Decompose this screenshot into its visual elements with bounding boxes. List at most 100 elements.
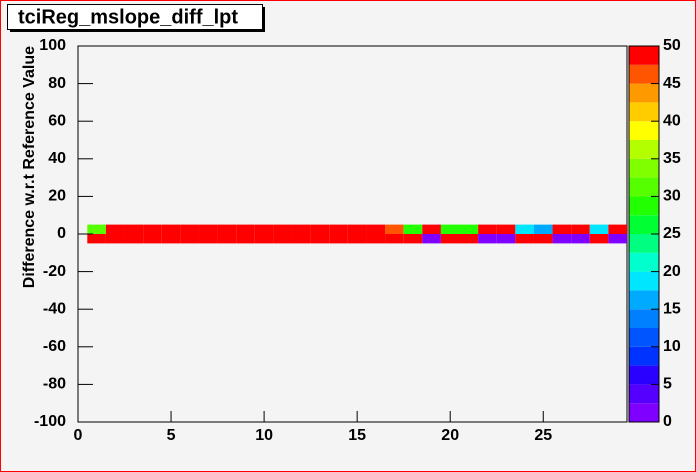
heatmap-cell — [347, 224, 367, 234]
heatmap-cell — [589, 234, 609, 244]
y-tick-label: -60 — [43, 338, 66, 355]
color-band — [629, 252, 659, 272]
z-tick-label: 25 — [663, 225, 681, 242]
color-band — [629, 196, 659, 216]
heatmap-cell — [440, 234, 460, 244]
chart-title: tciReg_mslope_diff_lpt — [18, 6, 238, 28]
color-band — [629, 121, 659, 140]
z-tick-label: 45 — [663, 75, 681, 92]
heatmap-cell — [292, 234, 311, 244]
color-band — [629, 215, 659, 234]
color-band — [629, 403, 659, 422]
heatmap-cell — [273, 224, 293, 234]
x-tick-label: 15 — [348, 427, 366, 444]
heatmap-cell — [496, 234, 516, 244]
heatmap-cell — [273, 234, 293, 244]
z-tick-label: 10 — [663, 338, 681, 355]
heatmap-cell — [366, 234, 386, 244]
z-tick-label: 15 — [663, 300, 681, 317]
heatmap-cell — [124, 234, 144, 244]
heatmap-cell — [478, 234, 497, 244]
y-tick-label: -40 — [43, 300, 66, 317]
heatmap-cell — [143, 234, 162, 244]
color-band — [629, 102, 659, 122]
heatmap-cell — [403, 234, 423, 244]
y-tick-label: 100 — [39, 37, 66, 54]
y-tick-label: 80 — [48, 75, 66, 92]
color-band — [629, 158, 659, 178]
heatmap-cell — [180, 234, 199, 244]
color-band — [629, 384, 659, 404]
heatmap-cell — [422, 234, 441, 244]
z-tick-label: 20 — [663, 263, 681, 280]
heatmap-cell — [87, 234, 106, 244]
color-band — [629, 328, 659, 347]
x-tick-label: 5 — [167, 427, 176, 444]
y-tick-label: 60 — [48, 112, 66, 129]
color-band — [629, 83, 659, 103]
heatmap-cell — [608, 234, 627, 244]
color-band — [629, 365, 659, 385]
y-tick-label: 20 — [48, 188, 66, 205]
color-band — [629, 346, 659, 366]
z-tick-label: 35 — [663, 150, 681, 167]
heatmap-cell — [515, 224, 534, 234]
heatmap-cell — [105, 234, 125, 244]
heatmap-cell — [143, 224, 162, 234]
heatmap-cell — [217, 234, 237, 244]
heatmap-cell — [533, 234, 553, 244]
heatmap-cell — [161, 234, 181, 244]
z-tick-label: 50 — [663, 37, 681, 54]
color-band — [629, 271, 659, 291]
heatmap-cell — [552, 224, 572, 234]
color-band — [629, 309, 659, 328]
heatmap-cell — [366, 224, 386, 234]
heatmap-cell — [105, 224, 125, 234]
heatmap-cell — [571, 234, 590, 244]
heatmap-cell — [440, 224, 460, 234]
heatmap-cell — [254, 234, 274, 244]
z-tick-label: 30 — [663, 188, 681, 205]
heatmap-cell — [385, 234, 404, 244]
y-tick-label: -100 — [34, 413, 66, 430]
color-band — [629, 290, 659, 310]
heatmap-cell — [515, 234, 534, 244]
color-band — [629, 64, 659, 84]
heatmap-cell — [254, 224, 274, 234]
heatmap-cell — [347, 234, 367, 244]
heatmap-cell — [422, 224, 441, 234]
heatmap-cell — [385, 224, 404, 234]
x-tick-label: 10 — [255, 427, 273, 444]
heatmap-cell — [533, 224, 553, 234]
x-tick-label: 25 — [534, 427, 552, 444]
heatmap-cell — [571, 224, 590, 234]
color-band — [629, 46, 659, 65]
heatmap-cell — [236, 234, 255, 244]
heatmap-cell — [236, 224, 255, 234]
heatmap-cell — [608, 224, 627, 234]
heatmap-cell — [217, 224, 237, 234]
z-tick-label: 0 — [663, 413, 672, 430]
heatmap-cell — [459, 234, 479, 244]
heatmap-cell — [292, 224, 311, 234]
heatmap-cell — [198, 234, 218, 244]
z-tick-label: 5 — [663, 376, 672, 393]
y-axis-label: Difference w.r.t Reference Value — [21, 46, 38, 288]
y-tick-label: -20 — [43, 263, 66, 280]
z-tick-label: 40 — [663, 112, 681, 129]
title-box — [7, 4, 263, 30]
heatmap-cell — [552, 234, 572, 244]
heatmap-cell — [478, 224, 497, 234]
heatmap-cell — [161, 224, 181, 234]
y-tick-label: -80 — [43, 376, 66, 393]
heatmap-cell — [329, 234, 348, 244]
color-band — [629, 177, 659, 197]
heatmap-cell — [198, 224, 218, 234]
heatmap-cell — [310, 224, 330, 234]
y-tick-label: 40 — [48, 150, 66, 167]
heatmap-cell — [87, 224, 106, 234]
color-band — [629, 140, 659, 159]
x-tick-label: 0 — [74, 427, 83, 444]
